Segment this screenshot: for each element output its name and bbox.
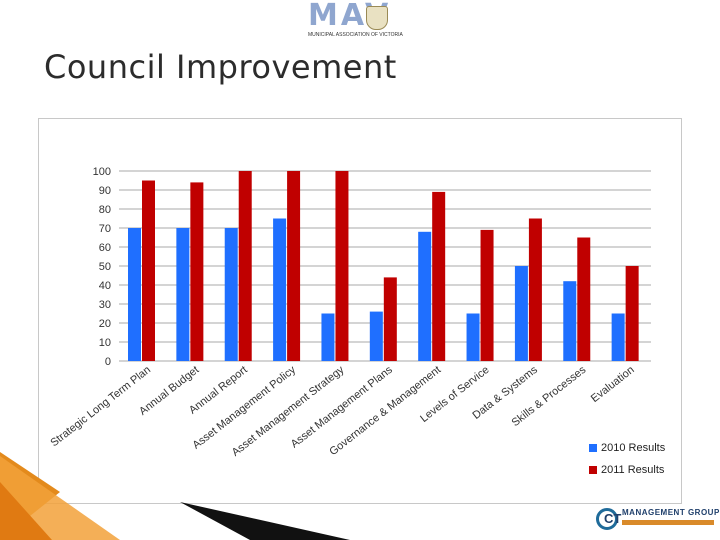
y-tick-label-10: 10	[99, 337, 111, 349]
bar-chart: 0 10 20 30 40 50 60 70 80 90 100 Strategic Long Ter…	[48, 166, 651, 459]
y-tick-label-90: 90	[99, 185, 111, 197]
bar-2011-1	[190, 182, 204, 361]
y-tick-label-0: 0	[105, 356, 111, 368]
y-tick-label-40: 40	[99, 280, 111, 292]
ct-logo-icon: CT	[596, 508, 622, 530]
bar-2010-6	[418, 231, 432, 361]
crest-icon	[366, 6, 388, 30]
page-title: Council Improvement	[44, 48, 397, 86]
management-group-logo: CT MANAGEMENT GROUP	[596, 506, 720, 540]
bar-2010-5	[369, 311, 383, 361]
bar-2010-1	[176, 228, 190, 361]
bar-2010-0	[128, 228, 141, 361]
x-tick-label-10: Evaluation	[589, 364, 637, 405]
bar-2010-9	[563, 281, 577, 361]
bottom-swoosh-icon	[180, 502, 350, 540]
y-tick-label-100: 100	[93, 166, 111, 178]
bar-2011-0	[142, 180, 155, 361]
y-tick-label-80: 80	[99, 204, 111, 216]
bar-2011-8	[528, 218, 542, 361]
legend-swatch-2011	[589, 466, 597, 474]
bar-2011-2	[238, 171, 252, 361]
mav-logo: MAV MUNICIPAL ASSOCIATION OF VICTORIA	[308, 0, 414, 42]
company-name: MANAGEMENT GROUP	[622, 508, 720, 517]
company-bar	[622, 520, 714, 525]
legend-item-2011: 2011 Results	[589, 459, 665, 481]
y-tick-label-60: 60	[99, 242, 111, 254]
bar-2010-3	[273, 218, 287, 361]
bar-2010-10	[611, 313, 625, 361]
bar-2011-9	[577, 237, 591, 361]
y-tick-label-30: 30	[99, 299, 111, 311]
y-tick-label-20: 20	[99, 318, 111, 330]
legend-item-2010: 2010 Results	[589, 437, 665, 459]
logo-subtitle: MUNICIPAL ASSOCIATION OF VICTORIA	[308, 32, 403, 38]
chart-frame: 0 10 20 30 40 50 60 70 80 90 100 Strategic Long Ter…	[38, 118, 682, 504]
legend-label-2011: 2011 Results	[601, 464, 665, 476]
y-tick-label-50: 50	[99, 261, 111, 273]
x-tick-label-0: Strategic Long Term Plan	[48, 364, 153, 449]
bar-2011-7	[480, 229, 494, 361]
legend-swatch-2010	[589, 444, 597, 452]
bar-2011-3	[287, 171, 301, 361]
corner-accent-icon	[0, 452, 120, 540]
chart-legend: 2010 Results 2011 Results	[589, 437, 665, 481]
bar-2011-10	[625, 266, 639, 361]
bar-2011-5	[383, 277, 397, 361]
ct-logo-letter: CT	[604, 511, 622, 526]
bar-2011-6	[432, 191, 446, 361]
bar-2010-2	[224, 228, 238, 361]
bar-2010-4	[321, 313, 335, 361]
y-tick-label-70: 70	[99, 223, 111, 235]
legend-label-2010: 2010 Results	[601, 442, 666, 454]
bar-2011-4	[335, 171, 349, 361]
bar-2010-8	[514, 266, 528, 361]
bar-2010-7	[466, 313, 480, 361]
